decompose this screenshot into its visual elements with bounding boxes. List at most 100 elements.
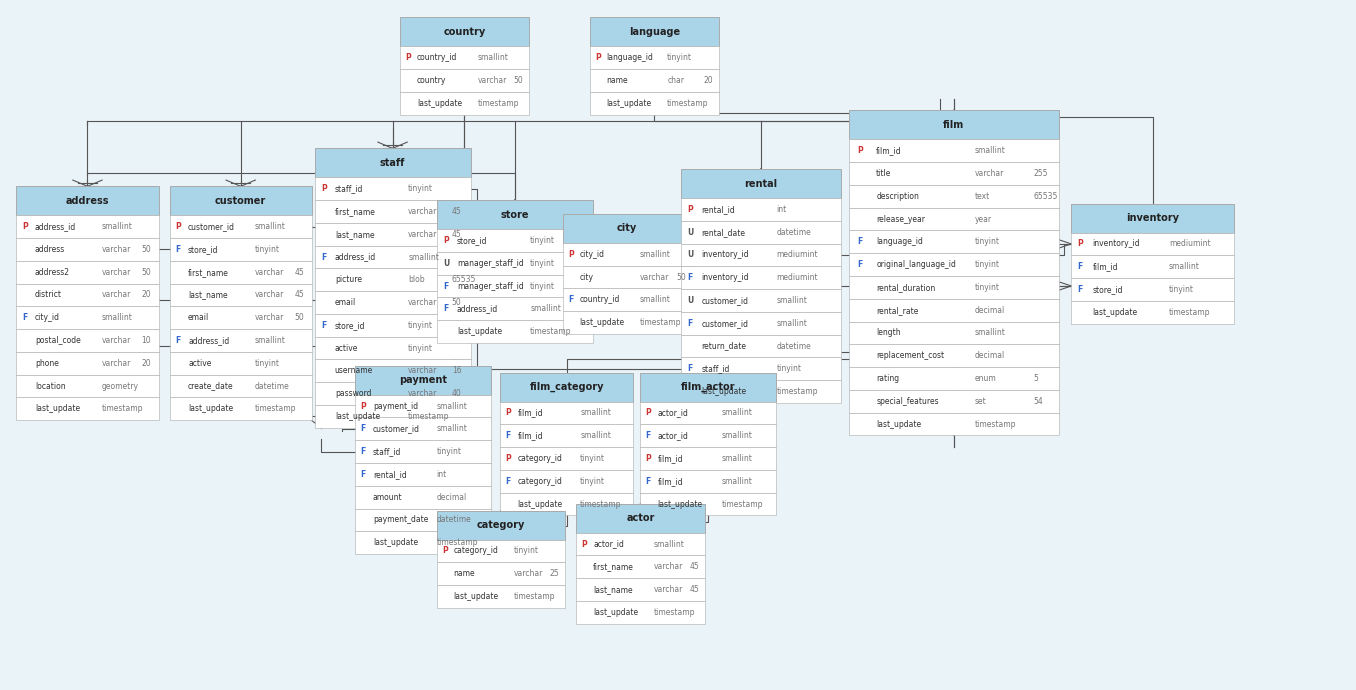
Text: 25: 25 [551,569,560,578]
FancyBboxPatch shape [681,357,841,380]
Text: smallint: smallint [640,295,671,304]
FancyBboxPatch shape [170,375,312,397]
Text: last_update: last_update [373,538,418,547]
FancyBboxPatch shape [500,402,633,424]
Text: customer_id: customer_id [701,296,749,305]
Text: P: P [22,222,27,231]
Text: timestamp: timestamp [580,500,621,509]
Text: rental_id: rental_id [373,470,407,479]
Text: U: U [687,296,693,305]
Text: district: district [35,290,62,299]
Text: last_update: last_update [457,327,502,336]
FancyBboxPatch shape [315,337,471,359]
FancyBboxPatch shape [315,291,471,314]
Text: tinyint: tinyint [530,236,555,245]
FancyBboxPatch shape [1071,255,1234,278]
FancyBboxPatch shape [315,177,471,200]
FancyBboxPatch shape [500,424,633,447]
Text: store_id: store_id [457,236,487,245]
Text: smallint: smallint [777,296,808,305]
Text: varchar: varchar [102,359,132,368]
Text: manager_staff_id: manager_staff_id [457,282,523,290]
Text: staff_id: staff_id [701,364,730,373]
Text: P: P [443,236,449,245]
Text: name: name [606,76,628,85]
Text: country: country [416,76,446,85]
Text: rental_rate: rental_rate [876,306,918,315]
FancyBboxPatch shape [315,223,471,246]
Text: F: F [443,282,447,290]
FancyBboxPatch shape [500,447,633,470]
Text: varchar: varchar [640,273,670,282]
Text: address: address [35,245,65,254]
FancyBboxPatch shape [400,46,529,69]
Text: film_id: film_id [876,146,902,155]
Text: P: P [645,408,651,417]
Text: varchar: varchar [408,366,438,375]
Text: 50: 50 [141,268,152,277]
Text: 45: 45 [294,268,305,277]
FancyBboxPatch shape [681,380,841,403]
Text: smallint: smallint [255,336,286,345]
Text: smallint: smallint [721,408,753,417]
FancyBboxPatch shape [849,185,1059,208]
Text: last_update: last_update [453,592,499,601]
Text: tinyint: tinyint [1169,285,1193,294]
Text: datetime: datetime [777,342,811,351]
Text: tinyint: tinyint [975,237,999,246]
Text: smallint: smallint [102,222,133,231]
Text: decimal: decimal [437,493,466,502]
Text: address_id: address_id [35,222,76,231]
Text: title: title [876,169,891,178]
Text: smallint: smallint [580,408,612,417]
FancyBboxPatch shape [355,531,491,554]
Text: 50: 50 [677,273,686,282]
FancyBboxPatch shape [315,268,471,291]
Text: inventory: inventory [1125,213,1180,223]
Text: P: P [506,454,511,463]
Text: actor_id: actor_id [658,408,689,417]
Text: smallint: smallint [721,477,753,486]
Text: 255: 255 [1033,169,1048,178]
Text: tinyint: tinyint [514,546,538,555]
FancyBboxPatch shape [437,297,593,320]
FancyBboxPatch shape [170,284,312,306]
Text: tinyint: tinyint [777,364,801,373]
FancyBboxPatch shape [849,139,1059,162]
Text: F: F [645,431,651,440]
Text: varchar: varchar [255,268,285,277]
Text: rating: rating [876,374,899,383]
Text: P: P [442,546,447,555]
FancyBboxPatch shape [640,402,776,424]
FancyBboxPatch shape [16,238,159,261]
FancyBboxPatch shape [576,601,705,624]
Text: F: F [361,447,366,456]
FancyBboxPatch shape [355,463,491,486]
FancyBboxPatch shape [849,253,1059,276]
FancyBboxPatch shape [681,312,841,335]
Text: film: film [944,120,964,130]
Text: last_update: last_update [876,420,921,428]
Text: varchar: varchar [408,230,438,239]
Text: P: P [321,184,327,193]
Text: P: P [687,205,693,214]
FancyBboxPatch shape [315,314,471,337]
Text: varchar: varchar [408,207,438,216]
Text: replacement_cost: replacement_cost [876,351,944,360]
Text: F: F [175,336,180,345]
Text: F: F [506,477,511,486]
FancyBboxPatch shape [355,440,491,463]
Text: P: P [175,222,180,231]
Text: city: city [579,273,594,282]
Text: timestamp: timestamp [1169,308,1211,317]
Text: length: length [876,328,900,337]
FancyBboxPatch shape [500,373,633,402]
Text: last_update: last_update [658,500,702,509]
Text: 45: 45 [690,585,700,594]
Text: 20: 20 [141,359,151,368]
Text: film_id: film_id [518,431,544,440]
Text: rental_date: rental_date [701,228,746,237]
FancyBboxPatch shape [681,266,841,289]
FancyBboxPatch shape [681,169,841,198]
Text: F: F [321,253,325,262]
